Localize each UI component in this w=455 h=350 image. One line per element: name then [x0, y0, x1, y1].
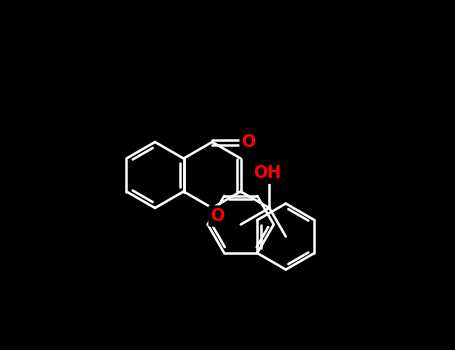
Text: O: O — [210, 207, 224, 225]
Text: O: O — [241, 133, 255, 151]
Text: OH: OH — [253, 164, 281, 182]
